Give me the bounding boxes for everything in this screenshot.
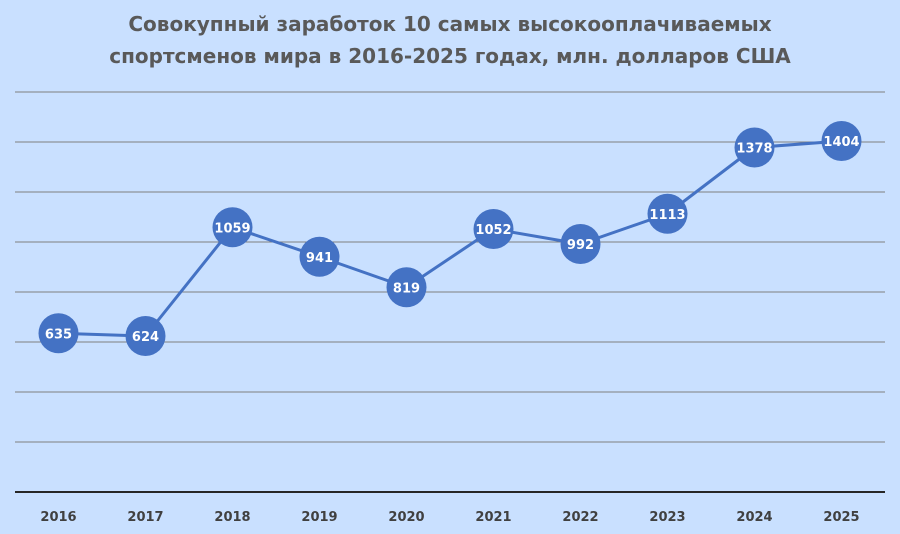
series-line [58, 139, 842, 338]
x-tick-label-2018: 2018 [214, 510, 250, 525]
data-point-2021 [473, 209, 514, 249]
data-point-2022 [560, 224, 601, 264]
x-tick-label-2019: 2019 [301, 510, 337, 525]
data-label-2021: 1052 [475, 223, 511, 238]
data-point-2023 [647, 193, 688, 234]
chart-title-line-1: Совокупный заработок 10 самых высокоопла… [128, 12, 772, 36]
x-tick-label-2023: 2023 [649, 510, 685, 525]
series: 635 624 1059 941 819 1052 992 1113 1378 1404 [38, 121, 862, 356]
data-point-2020 [386, 267, 427, 308]
data-label-2022: 992 [567, 238, 594, 253]
data-point-2017 [125, 316, 166, 356]
chart-title: Совокупный заработок 10 самых высокоопла… [0, 8, 900, 72]
data-point-2025 [821, 121, 862, 161]
x-tick-label-2024: 2024 [736, 510, 772, 525]
x-tick-label-2017: 2017 [127, 510, 163, 525]
x-tick-label-2022: 2022 [562, 510, 598, 525]
data-point-2018 [212, 207, 253, 248]
data-label-2018: 1059 [214, 221, 250, 236]
x-tick-labels: 2016 2017 2018 2019 2020 2021 2022 2023 2024 2025 [40, 510, 859, 525]
data-point-2016 [38, 313, 79, 354]
data-label-2024: 1378 [736, 142, 772, 157]
data-label-2017: 624 [132, 330, 159, 345]
x-tick-label-2020: 2020 [388, 510, 424, 525]
chart-title-line-2: спортсменов мира в 2016-2025 годах, млн.… [109, 44, 791, 68]
data-label-2023: 1113 [649, 208, 685, 223]
data-label-2016: 635 [45, 327, 72, 342]
data-label-2020: 819 [393, 281, 420, 296]
data-label-2019: 941 [306, 251, 333, 266]
x-tick-label-2016: 2016 [40, 510, 76, 525]
data-point-2024 [734, 127, 775, 168]
x-tick-label-2021: 2021 [475, 510, 511, 525]
data-label-2025: 1404 [823, 135, 859, 150]
x-tick-label-2025: 2025 [823, 510, 859, 525]
data-point-2019 [299, 236, 340, 277]
